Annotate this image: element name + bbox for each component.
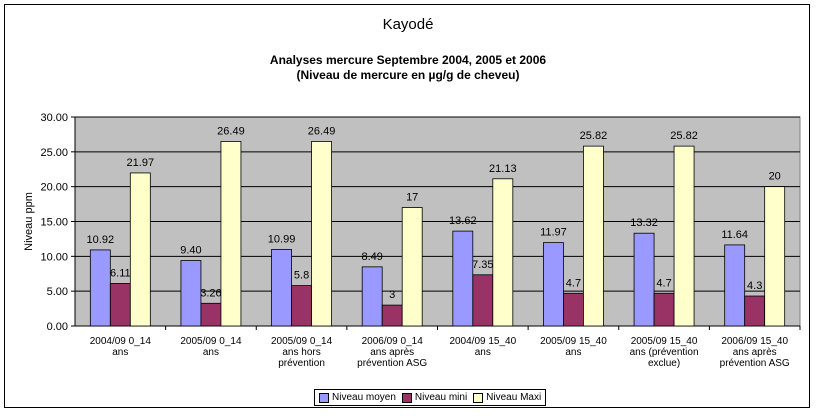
category-label-line: ans (prévention (630, 347, 699, 358)
data-label: 25.82 (670, 130, 698, 142)
category-label: 2005/09 0_14 ans hors prévention (271, 336, 333, 369)
data-label: 11.64 (721, 229, 748, 241)
legend-item: Niveau moyen (319, 392, 396, 403)
data-label: 8.49 (361, 251, 382, 263)
category-label-line: 2005/09 0_14 (271, 336, 333, 347)
bar-niveau-mini (744, 295, 766, 327)
bar-niveau-maxi (492, 178, 514, 327)
category-label-line: ans hors (282, 347, 320, 358)
category-label: 2004/09 15_40 ans (449, 336, 516, 358)
subtitle-line-2: (Niveau de mercure en µg/g de cheveu) (296, 68, 520, 82)
y-tick-label: 5.00 (47, 286, 68, 298)
bar-niveau-moyen (271, 249, 292, 327)
bar-niveau-mini (472, 274, 494, 327)
legend-swatch (473, 392, 484, 403)
legend-label: Niveau Maxi (486, 392, 542, 403)
category-label-line: prévention ASG (357, 358, 427, 369)
y-tick-label: 15.00 (40, 217, 68, 229)
category-label: 2005/09 15_40 ans (540, 336, 607, 358)
data-label: 26.49 (308, 125, 336, 137)
bar-niveau-moyen (452, 230, 474, 327)
subtitle-line-1: Analyses mercure Septembre 2004, 2005 et… (269, 53, 547, 67)
category-label-line: prévention ASG (720, 358, 790, 369)
bar-niveau-maxi (129, 172, 151, 327)
y-tick-label: 10.00 (40, 251, 68, 263)
bar-niveau-mini (200, 302, 222, 327)
bar-niveau-moyen (89, 249, 111, 327)
y-tick-label: 25.00 (40, 147, 68, 159)
data-label: 10.99 (268, 233, 296, 245)
category-label-line: ans après (370, 347, 414, 358)
category-label-line: ans (475, 347, 491, 358)
category-label-line: prévention (278, 358, 325, 369)
category-label: 2006/09 15_40 ans après prévention ASG (720, 336, 790, 369)
chart-title: Kayodé (382, 16, 434, 33)
bar-niveau-mini (109, 283, 131, 327)
data-label: 26.49 (217, 125, 245, 137)
data-label: 21.13 (489, 163, 517, 175)
category-label-line: ans (565, 347, 581, 358)
chart-subtitle: Analyses mercure Septembre 2004, 2005 et… (0, 53, 816, 83)
bar-niveau-moyen (724, 244, 746, 327)
data-label: 11.97 (540, 227, 567, 239)
category-label-line: 2005/09 15_40 (540, 336, 607, 347)
category-label-line: 2006/09 15_40 (721, 336, 788, 347)
legend-swatch (319, 392, 329, 403)
category-label-line: ans (112, 347, 128, 358)
bar-niveau-maxi (673, 145, 695, 327)
bar-niveau-mini (563, 292, 584, 327)
bar-niveau-maxi (401, 207, 423, 327)
data-label: 7.35 (472, 259, 493, 271)
bar-niveau-moyen (633, 232, 655, 327)
bar-niveau-maxi (220, 141, 242, 327)
bar-niveau-moyen (543, 242, 564, 327)
data-label: 17 (406, 192, 418, 204)
data-label: 25.82 (580, 130, 608, 142)
legend-item: Niveau Maxi (473, 392, 541, 403)
data-label: 10.92 (87, 234, 115, 246)
data-label: 4.7 (566, 277, 581, 289)
legend-label: Niveau mini (414, 392, 468, 403)
y-axis-label: Niveau ppm (23, 192, 35, 251)
category-label-line: ans (203, 347, 219, 358)
legend-item: Niveau mini (401, 392, 468, 403)
data-label: 4.3 (747, 280, 762, 292)
data-label: 9.40 (180, 245, 201, 257)
category-label: 2005/09 15_40 ans (prévention exclue) (630, 336, 699, 369)
bar-niveau-mini (291, 285, 312, 327)
category-label-line: exclue) (648, 358, 680, 369)
legend-swatch (401, 392, 412, 403)
data-label: 21.97 (127, 157, 155, 169)
y-tick-label: 20.00 (40, 182, 68, 194)
data-label: 5.8 (294, 270, 309, 282)
category-label-line: 2004/09 15_40 (449, 336, 516, 347)
category-label: 2006/09 0_14 ans après prévention ASG (357, 336, 427, 369)
bar-niveau-mini (381, 304, 403, 327)
category-label-line: 2006/09 0_14 (362, 336, 424, 347)
bar-niveau-maxi (764, 186, 786, 327)
y-tick-label: 0.00 (47, 321, 68, 333)
data-label: 20 (769, 171, 781, 183)
category-label-line: ans après (733, 347, 777, 358)
bar-niveau-maxi (583, 145, 604, 327)
bar-niveau-moyen (180, 260, 202, 327)
category-label: 2004/09 0_14 ans (90, 336, 152, 358)
data-label: 4.7 (656, 277, 671, 289)
data-label: 13.32 (630, 217, 658, 229)
legend: Niveau moyen Niveau mini Niveau Maxi (314, 389, 547, 406)
category-label-line: 2005/09 15_40 (631, 336, 698, 347)
category-label: 2005/09 0_14 ans (180, 336, 242, 358)
legend-label: Niveau moyen (332, 392, 396, 403)
category-label-line: 2005/09 0_14 (180, 336, 242, 347)
data-label: 3 (389, 289, 395, 301)
data-label: 6.11 (110, 267, 131, 279)
y-tick-label: 30.00 (40, 112, 68, 124)
data-label: 3.26 (200, 287, 221, 299)
bar-niveau-maxi (311, 141, 332, 327)
category-label-line: 2004/09 0_14 (90, 336, 152, 347)
data-label: 13.62 (449, 215, 477, 227)
bar-niveau-moyen (361, 266, 383, 327)
bar-niveau-mini (653, 292, 675, 327)
